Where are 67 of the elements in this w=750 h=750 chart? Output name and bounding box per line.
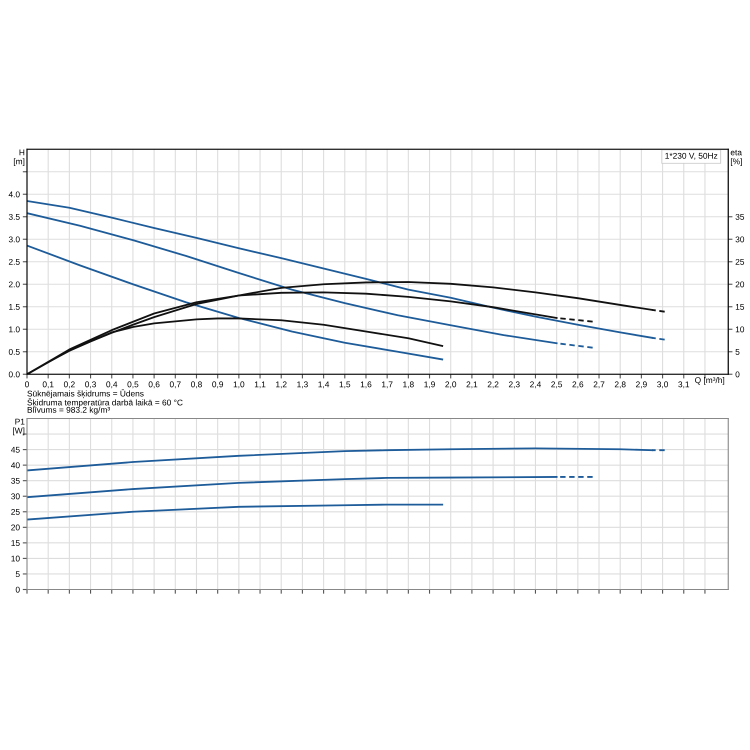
x-tick-label: 1,0 — [234, 381, 244, 388]
y2-tick-label: 10 — [736, 326, 744, 332]
text: Šķidruma temperatūra darbā laikā = 60 °C — [27, 398, 183, 408]
x-tick-label: 2,3 — [508, 381, 520, 388]
y-tick-label: 3.5 — [8, 214, 20, 220]
y-tick-label: 10 — [11, 556, 20, 562]
y2-tick-label: 35 — [736, 214, 744, 220]
y2-tick-label: 0 — [736, 371, 740, 378]
x-tick-label: 1,4 — [318, 382, 330, 388]
y-tick-label: 1.5 — [9, 304, 20, 310]
x-tick-label: 2,4 — [530, 381, 542, 388]
y-tick-label: 4.0 — [8, 191, 20, 198]
x-tick-label: 2,5 — [551, 381, 562, 388]
x-tick-label: 0,6 — [148, 381, 160, 388]
y-tick-label: 3.0 — [8, 236, 20, 242]
x-axis-title: Q [m³/h] — [695, 376, 724, 385]
y-tick-label: 35 — [11, 478, 20, 484]
x-tick-label: 1,9 — [424, 381, 435, 388]
y-tick-label: 0.0 — [8, 371, 20, 378]
x-tick-label: 1,7 — [382, 382, 393, 388]
x-tick-label: 0,9 — [212, 381, 224, 388]
x-tick-label: 1,3 — [297, 381, 308, 388]
x-tick-label: 2,9 — [636, 381, 647, 388]
x-tick-label: 0,8 — [191, 381, 202, 388]
y-axis-title: H [m] — [14, 150, 24, 166]
y-tick-label: 15 — [11, 540, 20, 546]
y-tick-label: 25 — [11, 508, 20, 515]
y-tick-label: 5 — [16, 571, 20, 578]
x-tick-label: 2,6 — [572, 381, 584, 388]
y-tick-label: 40 — [10, 462, 20, 468]
x-tick-label: 2,0 — [445, 381, 456, 388]
y2-tick-label: 30 — [736, 236, 744, 242]
x-tick-label: 0 — [25, 381, 29, 388]
y-axis-title: P1 [W] — [12, 418, 24, 436]
x-tick-label: 1,2 — [276, 381, 287, 388]
x-tick-label: 1,1 — [254, 382, 266, 388]
y-tick-label: 2.0 — [8, 281, 20, 288]
y2-tick-label: 25 — [736, 258, 744, 265]
y2-tick-label: 20 — [736, 281, 744, 288]
x-tick-label: 2,1 — [466, 381, 478, 388]
x-tick-label: 0,5 — [127, 381, 138, 388]
y2-axis-title: eta [%] — [730, 150, 742, 166]
x-tick-label: 2,2 — [488, 381, 498, 388]
x-tick-label: 1,5 — [340, 382, 350, 388]
x-tick-label: 0,4 — [106, 381, 118, 388]
y-tick-label: 20 — [11, 524, 20, 530]
annotation: 1*230 V, 50Hz — [665, 152, 718, 160]
text: Sūknējamais šķidrums = Ūdens — [27, 390, 144, 398]
x-tick-label: 0,2 — [64, 381, 75, 388]
text: Blīvums = 983.2 kg/m³ — [28, 406, 110, 414]
x-tick-label: 1,8 — [403, 381, 414, 388]
x-tick-label: 3,1 — [678, 381, 690, 388]
x-tick-label: 2,8 — [614, 381, 626, 388]
y-tick-label: 30 — [11, 493, 20, 500]
x-tick-label: 2,7 — [594, 381, 604, 388]
y-tick-label: 45 — [10, 446, 20, 453]
x-tick-label: 1,6 — [360, 381, 372, 388]
x-tick-label: 3,0 — [657, 381, 668, 388]
x-tick-label: 0,3 — [85, 381, 96, 388]
x-tick-label: 0,1 — [42, 381, 54, 388]
x-tick-label: 0,7 — [170, 381, 181, 388]
y-tick-label: 0 — [16, 586, 20, 593]
y-tick-label: 0.5 — [8, 348, 20, 355]
y-tick-label: 2.5 — [8, 258, 20, 265]
y-tick-label: 1.0 — [9, 326, 20, 332]
y2-tick-label: 5 — [736, 349, 740, 355]
y2-tick-label: 15 — [736, 304, 744, 310]
